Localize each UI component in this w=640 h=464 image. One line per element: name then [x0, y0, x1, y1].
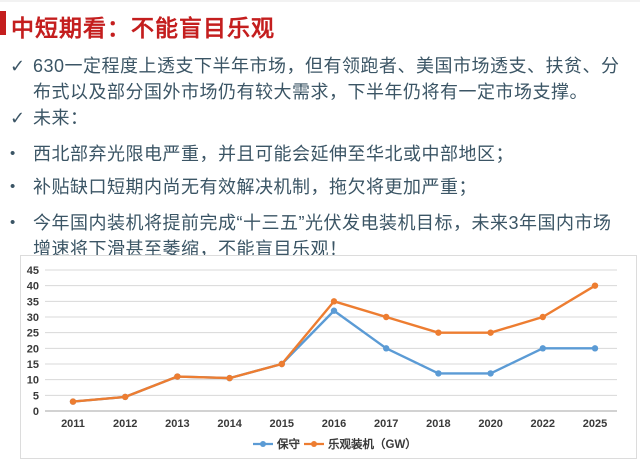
legend-item-conservative-marker [260, 441, 266, 447]
series-conservative-marker [435, 370, 442, 377]
checkmark-icon: ✓ [10, 56, 26, 76]
x-axis-tick-label: 2017 [374, 418, 398, 430]
y-axis-tick-label: 0 [33, 406, 39, 418]
y-axis-tick-label: 10 [27, 375, 39, 387]
x-axis-tick-label: 2011 [61, 418, 85, 430]
dot-bullet-icon: • [10, 145, 16, 162]
bullet-text: 今年国内装机将提前完成“十三五”光伏发电装机目标，未来3年国内市场增速将下滑甚至… [33, 213, 612, 259]
x-axis-tick-label: 2020 [478, 418, 502, 430]
legend-item-optimistic-label: 乐观装机（GW） [328, 437, 417, 451]
x-axis-tick-label: 2018 [426, 418, 450, 430]
x-axis-tick-label: 2012 [113, 418, 137, 430]
series-optimistic-marker [539, 313, 546, 321]
series-optimistic-marker [383, 313, 390, 321]
bullet-item: ✓ 未来： [0, 105, 640, 131]
x-axis-tick-label: 2016 [322, 418, 346, 430]
chart-container: 0 5 10 15 20 25 30 35 40 45 2011 2012 2013 2014 2015 20… [20, 255, 637, 459]
title-accent-bar [0, 11, 6, 35]
x-axis-tick-label: 2014 [217, 418, 242, 430]
y-axis-tick-label: 5 [33, 390, 39, 402]
series-optimistic-marker [226, 374, 233, 382]
bullet-item: • 补贴缺口短期内尚无有效解决机制，拖欠将更加严重； [0, 174, 640, 200]
bullet-text: 未来： [33, 108, 89, 128]
series-optimistic-marker [174, 373, 181, 380]
series-optimistic-marker [591, 282, 599, 289]
y-axis-tick-label: 15 [27, 359, 39, 371]
bullet-text: 西北部弃光限电严重，并且可能会延伸至华北或中部地区； [33, 144, 514, 164]
series-conservative-marker [539, 345, 546, 352]
y-axis-tick-label: 20 [27, 343, 39, 355]
series-optimistic-marker [435, 329, 442, 336]
x-axis-tick-label: 2025 [583, 418, 607, 430]
legend-item-optimistic-marker [311, 441, 317, 447]
series-conservative-marker [330, 307, 338, 314]
y-axis-tick-label: 30 [27, 312, 39, 324]
series-conservative-marker [591, 345, 599, 352]
y-axis-tick-label: 45 [27, 265, 39, 277]
x-axis-tick-label: 2022 [531, 418, 555, 430]
dot-bullet-icon: • [10, 214, 16, 231]
series-optimistic-marker [278, 360, 285, 368]
bullet-text: 630一定程度上透支下半年市场，但有领跑者、美国市场透支、扶贫、分布式以及部分国… [33, 56, 620, 102]
y-axis-tick-label: 25 [27, 328, 39, 340]
page-title: 中短期看：不能盲目乐观 [11, 15, 275, 41]
series-optimistic-marker [487, 329, 494, 336]
checkmark-icon: ✓ [10, 108, 26, 128]
x-axis-tick-label: 2013 [165, 418, 189, 430]
y-axis-tick-label: 35 [27, 296, 39, 308]
bullet-item: ✓ 630一定程度上透支下半年市场，但有领跑者、美国市场透支、扶贫、分布式以及部分… [0, 53, 640, 105]
x-axis-tick-label: 2015 [270, 418, 294, 430]
series-conservative-marker [383, 345, 390, 352]
legend-item-conservative-label: 保守 [276, 437, 300, 451]
series-optimistic-marker [330, 298, 338, 305]
bullet-item: • 西北部弃光限电严重，并且可能会延伸至华北或中部地区； [0, 141, 640, 167]
series-conservative-marker [487, 370, 494, 377]
dot-bullet-icon: • [10, 178, 16, 195]
series-optimistic-marker [69, 398, 77, 405]
bullet-list: ✓ 630一定程度上透支下半年市场，但有领跑者、美国市场透支、扶贫、分布式以及部分… [0, 53, 640, 262]
y-axis-tick-label: 40 [27, 281, 39, 293]
series-optimistic-marker [122, 393, 129, 401]
bullet-item: • 今年国内装机将提前完成“十三五”光伏发电装机目标，未来3年国内市场增速将下滑甚… [0, 210, 640, 262]
bullet-text: 补贴缺口短期内尚无有效解决机制，拖欠将更加严重； [33, 177, 477, 197]
